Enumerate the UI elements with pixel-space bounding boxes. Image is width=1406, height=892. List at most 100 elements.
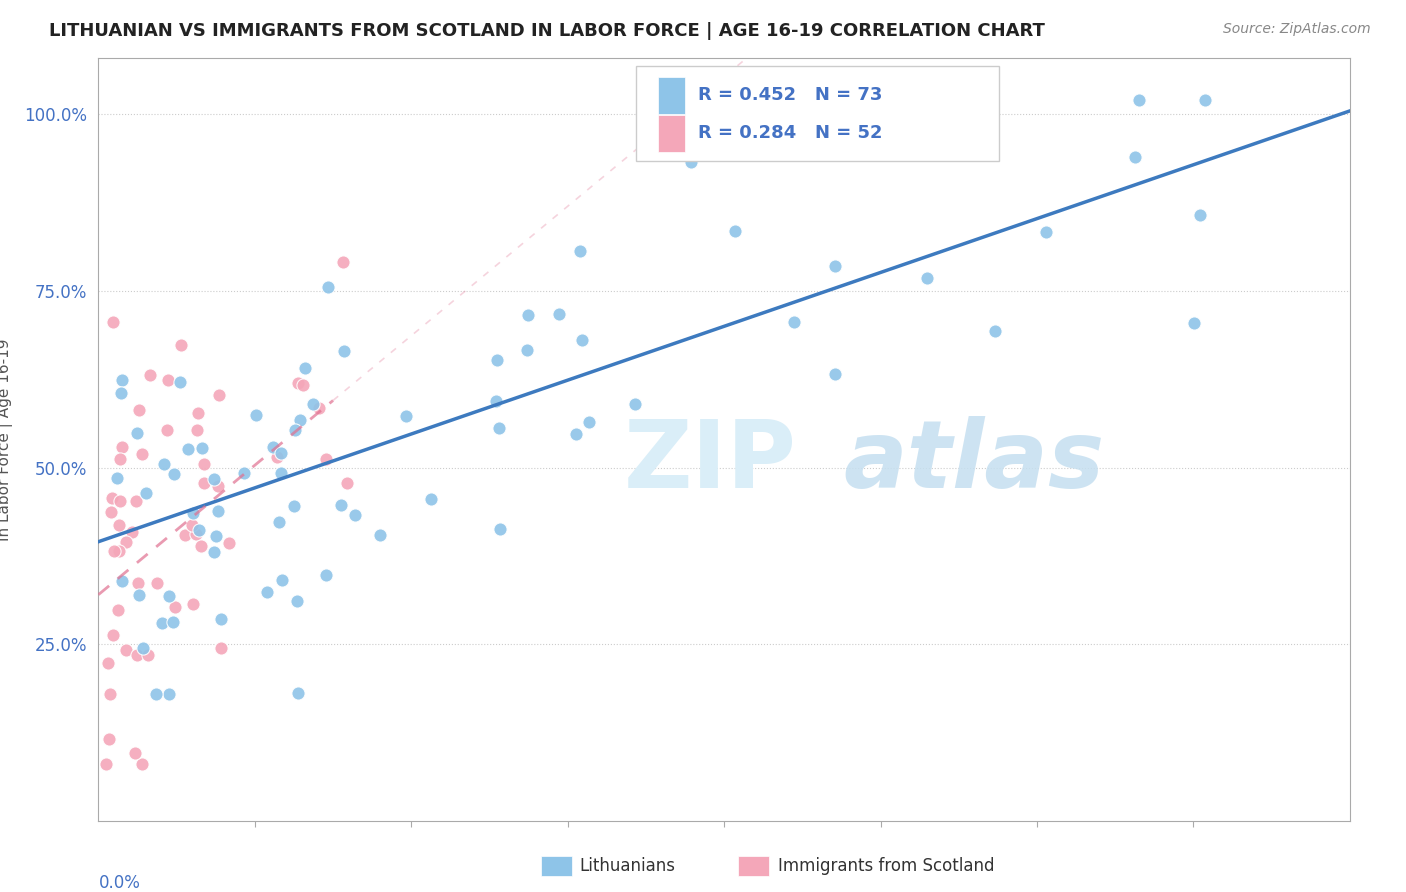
Point: [308, 401, 330, 416]
Point: [127, 425, 149, 440]
Point: [516, 343, 538, 357]
Point: [565, 426, 588, 441]
Point: [187, 406, 209, 420]
Text: ZIP: ZIP: [624, 417, 797, 508]
Point: [343, 508, 366, 522]
Point: [1128, 94, 1150, 108]
Point: [329, 498, 352, 512]
Point: [169, 375, 191, 389]
Point: [302, 397, 325, 411]
Point: [127, 648, 149, 662]
Point: [290, 413, 312, 427]
Point: [163, 467, 186, 481]
Point: [111, 440, 134, 454]
Point: [316, 279, 339, 293]
Point: [395, 409, 418, 423]
Point: [205, 528, 228, 542]
Point: [1125, 151, 1147, 165]
Point: [165, 599, 187, 614]
Point: [336, 475, 359, 490]
Point: [245, 408, 267, 422]
Point: [209, 611, 232, 625]
Point: [207, 504, 229, 518]
Point: [139, 368, 162, 382]
Point: [516, 308, 538, 322]
Point: [207, 479, 229, 493]
Point: [283, 500, 305, 514]
Point: [917, 270, 939, 285]
Point: [218, 536, 240, 550]
Point: [186, 526, 208, 541]
Point: [485, 352, 508, 367]
Point: [121, 524, 143, 539]
Point: [547, 307, 569, 321]
Bar: [658, 77, 685, 113]
Point: [162, 615, 184, 629]
Point: [97, 656, 120, 670]
Bar: [658, 115, 685, 152]
Point: [984, 324, 1007, 338]
Point: [294, 361, 316, 376]
Point: [100, 505, 122, 519]
Point: [270, 466, 292, 480]
Point: [181, 517, 204, 532]
Point: [208, 387, 231, 401]
Point: [128, 588, 150, 602]
Point: [333, 344, 356, 359]
Point: [270, 573, 292, 587]
Point: [128, 403, 150, 417]
Point: [186, 424, 208, 438]
Point: [287, 686, 309, 700]
Point: [193, 475, 215, 490]
Point: [108, 451, 131, 466]
Text: 0.0%: 0.0%: [98, 874, 141, 892]
Point: [135, 486, 157, 500]
Point: [1188, 208, 1211, 222]
Point: [783, 315, 806, 329]
Point: [146, 576, 169, 591]
Point: [287, 376, 309, 390]
Point: [262, 440, 284, 454]
Point: [188, 524, 211, 538]
Point: [101, 491, 124, 505]
Point: [270, 446, 292, 460]
Point: [284, 423, 307, 437]
Point: [488, 421, 510, 435]
Point: [233, 466, 256, 480]
Point: [101, 315, 124, 329]
Y-axis label: In Labor Force | Age 16-19: In Labor Force | Age 16-19: [0, 338, 13, 541]
Point: [824, 367, 846, 381]
Point: [138, 648, 160, 662]
Point: [181, 506, 204, 520]
Text: Immigrants from Scotland: Immigrants from Scotland: [778, 857, 994, 875]
Point: [624, 397, 647, 411]
Point: [266, 450, 288, 464]
Point: [256, 585, 278, 599]
Point: [681, 155, 703, 169]
Point: [315, 568, 337, 582]
Point: [115, 642, 138, 657]
Point: [108, 517, 131, 532]
Point: [419, 491, 441, 506]
Point: [193, 457, 215, 471]
Text: R = 0.284   N = 52: R = 0.284 N = 52: [697, 125, 883, 143]
Text: Source: ZipAtlas.com: Source: ZipAtlas.com: [1223, 22, 1371, 37]
Point: [103, 544, 125, 558]
Point: [1035, 225, 1057, 239]
Point: [332, 254, 354, 268]
Point: [370, 527, 392, 541]
Point: [1182, 316, 1205, 330]
Point: [211, 640, 233, 655]
Point: [181, 597, 204, 611]
Point: [105, 470, 128, 484]
Point: [107, 603, 129, 617]
Point: [131, 757, 153, 772]
Point: [571, 333, 593, 347]
Point: [111, 574, 134, 588]
Point: [578, 415, 600, 429]
Point: [101, 628, 124, 642]
Point: [190, 539, 212, 553]
Point: [150, 616, 173, 631]
Point: [568, 244, 591, 259]
Point: [156, 424, 179, 438]
